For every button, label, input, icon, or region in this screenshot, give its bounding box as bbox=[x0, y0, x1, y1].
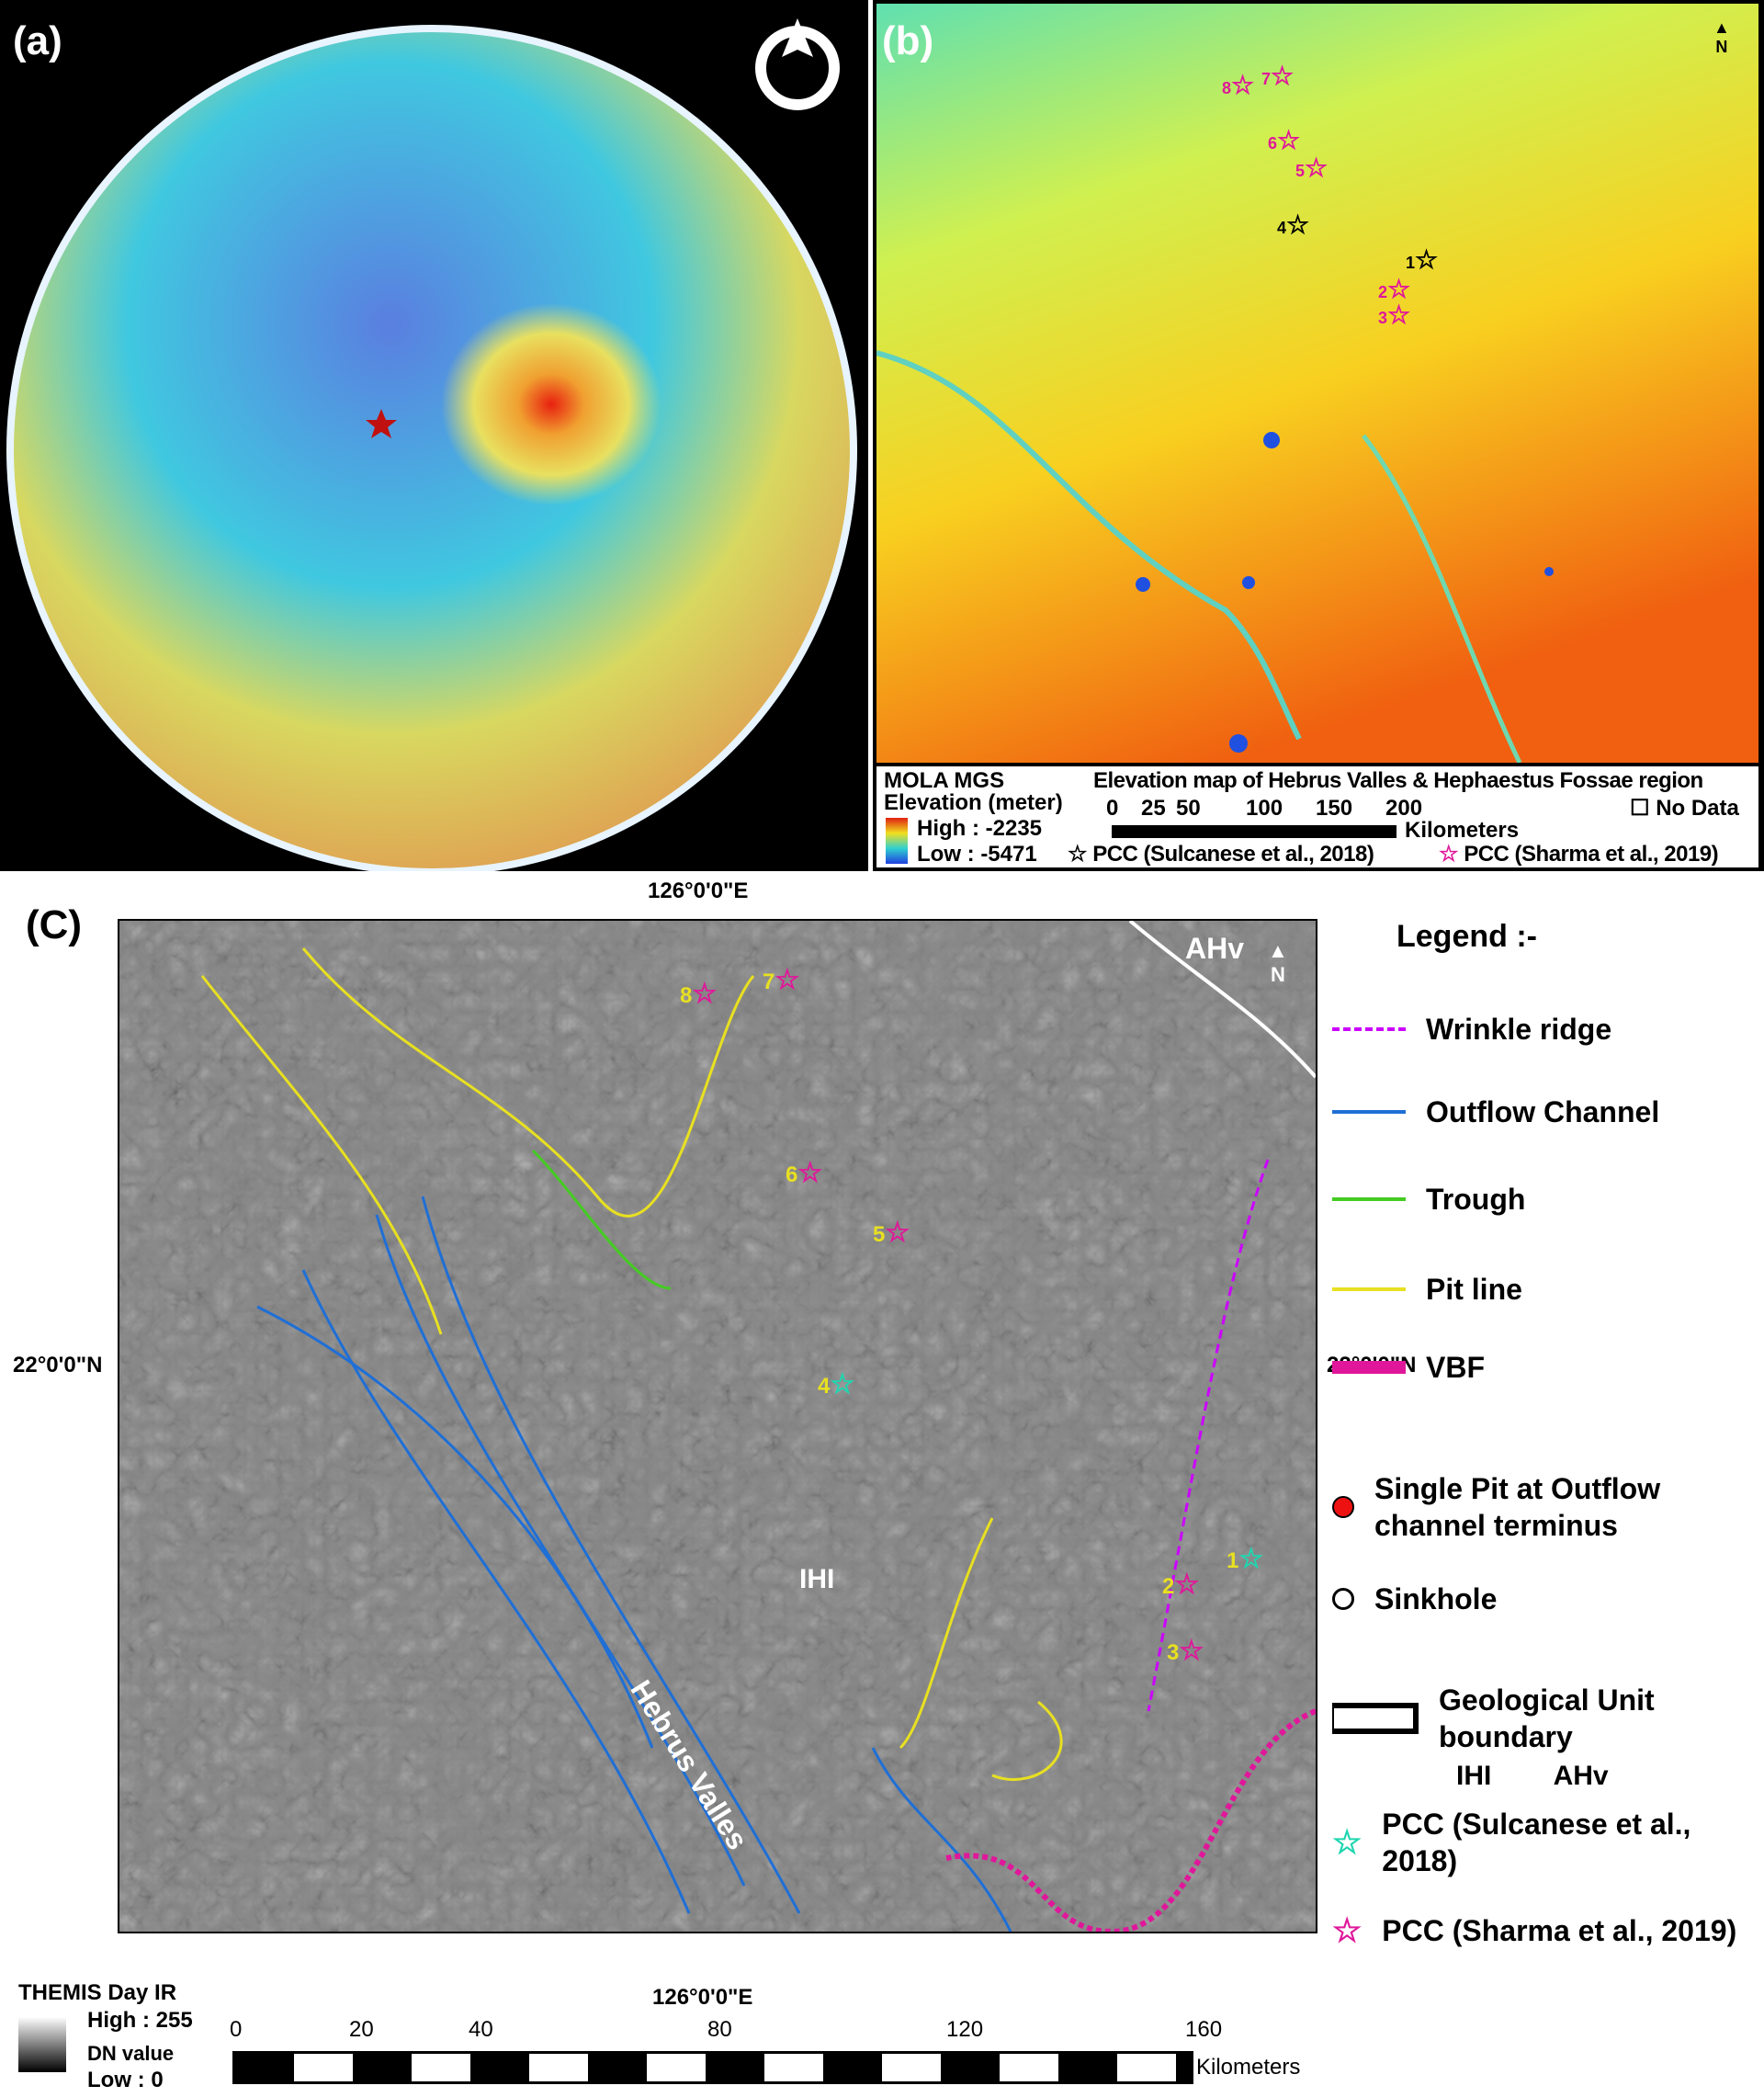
scale-tick: 25 bbox=[1141, 796, 1166, 821]
pcc-star: 5☆ bbox=[873, 1218, 910, 1248]
pcc-sulcanese-key: ☆ PCC (Sulcanese et al., 2018) bbox=[1068, 842, 1374, 867]
scale-tick: 0 bbox=[230, 2017, 243, 2042]
legend-symbol bbox=[1332, 1703, 1419, 1734]
pcc-star: 1☆ bbox=[1406, 245, 1439, 274]
legend-item: Pit line bbox=[1332, 1271, 1755, 1308]
elevation-map bbox=[876, 4, 1758, 763]
panel-a-label: (a) bbox=[13, 18, 62, 63]
scale-bar bbox=[1112, 825, 1396, 838]
pcc-star: 4☆ bbox=[1277, 210, 1310, 239]
unit-boundary-labels: IHI AHv bbox=[1456, 1761, 1609, 1791]
high-label: High : -2235 bbox=[917, 816, 1043, 841]
scale-tick: 20 bbox=[349, 2017, 374, 2042]
legend-symbol bbox=[1332, 1361, 1406, 1374]
panel-b-label: (b) bbox=[882, 18, 934, 63]
pcc-star: 4☆ bbox=[818, 1369, 855, 1400]
variable-label: Elevation (meter) bbox=[884, 790, 1063, 815]
low-label: Low : -5471 bbox=[917, 842, 1037, 867]
north-arrow-icon: ▲ N bbox=[1713, 18, 1730, 56]
pcc-star: 7☆ bbox=[763, 965, 800, 995]
colorbar-low: Low : 0 bbox=[87, 2068, 164, 2092]
pcc-sharma-key: ☆ PCC (Sharma et al., 2019) bbox=[1439, 842, 1719, 867]
scale-tick: 50 bbox=[1176, 796, 1201, 821]
lon-top: 126°0'0"E bbox=[648, 878, 749, 903]
pcc-star: 7☆ bbox=[1261, 62, 1295, 90]
legend-symbol bbox=[1332, 1287, 1406, 1291]
legend-item: Outflow Channel bbox=[1332, 1094, 1755, 1130]
scale-unit: Kilometers bbox=[1405, 818, 1520, 843]
pcc-star: 3☆ bbox=[1378, 300, 1411, 329]
pcc-star: 2☆ bbox=[1378, 275, 1411, 303]
dataset-label: MOLA MGS bbox=[884, 768, 1005, 793]
legend-item: Wrinkle ridge bbox=[1332, 1011, 1755, 1048]
north-arrow-icon: ▲ N bbox=[1268, 939, 1288, 986]
pcc-star: 8☆ bbox=[680, 979, 718, 1009]
legend-item: Single Pit at Outflow channel terminus bbox=[1332, 1470, 1755, 1544]
scale-tick: 160 bbox=[1185, 2017, 1223, 2042]
pcc-star: 2☆ bbox=[1162, 1570, 1200, 1600]
scale-tick: 40 bbox=[469, 2017, 493, 2042]
panel-b-elevation-map: (b) ▲ N 1☆ 2☆ 3☆ 4☆ 5☆ 6☆ 7☆ 8☆ MOLA MGS Elevati… bbox=[873, 0, 1764, 871]
elevation-colorbar bbox=[886, 818, 908, 864]
legend-symbol bbox=[1332, 1027, 1406, 1031]
scale-tick: 200 bbox=[1385, 796, 1423, 821]
legend-item: Sinkhole bbox=[1332, 1581, 1755, 1617]
scale-tick: 0 bbox=[1106, 796, 1119, 821]
scale-tick: 80 bbox=[707, 2017, 732, 2042]
lon-bottom: 126°0'0"E bbox=[652, 1985, 753, 2010]
north-arrow-icon bbox=[755, 18, 840, 110]
legend-item: Geological Unit boundary bbox=[1332, 1682, 1755, 1755]
pcc-star: 1☆ bbox=[1227, 1544, 1264, 1574]
colorbar-title: THEMIS Day IR bbox=[18, 1980, 177, 2005]
themis-colorbar bbox=[18, 2017, 66, 2072]
pcc-star: 3☆ bbox=[1167, 1636, 1204, 1666]
legend-item: Trough bbox=[1332, 1181, 1755, 1218]
scale-unit: Kilometers bbox=[1196, 2055, 1301, 2080]
pcc-star: 5☆ bbox=[1295, 153, 1329, 182]
panel-c-label: (C) bbox=[26, 902, 83, 947]
no-data-key: ☐ No Data bbox=[1630, 796, 1739, 821]
lat-left: 22°0'0"N bbox=[13, 1353, 103, 1377]
legend-symbol: ☆ bbox=[1332, 1911, 1363, 1949]
colorbar-mid: DN value bbox=[87, 2042, 175, 2065]
pcc-star: 8☆ bbox=[1222, 71, 1255, 99]
mars-globe bbox=[6, 18, 857, 876]
legend-title: Legend :- bbox=[1396, 919, 1537, 954]
site-star-icon bbox=[366, 409, 397, 438]
scale-tick: 100 bbox=[1246, 796, 1283, 821]
legend-symbol bbox=[1332, 1588, 1354, 1610]
themis-map: AHv IHI Hebrus Valles ▲ N 1☆ 2☆ 3☆ 4☆ 5☆ 6☆ 7☆ 8… bbox=[118, 919, 1317, 1935]
scale-tick: 150 bbox=[1316, 796, 1353, 821]
colorbar-high: High : 255 bbox=[87, 2008, 193, 2033]
legend-item: ☆ PCC (Sharma et al., 2019) bbox=[1332, 1911, 1737, 1949]
legend-symbol bbox=[1332, 1496, 1354, 1518]
legend-item: ☆ PCC (Sulcanese et al., 2018) bbox=[1332, 1808, 1691, 1877]
legend-symbol: ☆ bbox=[1332, 1823, 1363, 1861]
legend-item: VBF bbox=[1332, 1349, 1755, 1386]
scale-bar bbox=[232, 2051, 1193, 2084]
map-title: Elevation map of Hebrus Valles & Hephaes… bbox=[1093, 768, 1703, 793]
unit-ihi-label: IHI bbox=[799, 1564, 835, 1594]
legend-symbol bbox=[1332, 1197, 1406, 1201]
geomorph-map bbox=[119, 919, 1317, 1935]
panel-b-legend: MOLA MGS Elevation (meter) High : -2235 … bbox=[876, 766, 1758, 867]
pcc-star: 6☆ bbox=[1268, 126, 1301, 154]
pcc-star: 6☆ bbox=[786, 1158, 823, 1188]
panel-a-globe: (a) bbox=[0, 0, 868, 876]
scale-tick: 120 bbox=[946, 2017, 984, 2042]
unit-ahv-label: AHv bbox=[1185, 932, 1245, 965]
legend-symbol bbox=[1332, 1110, 1406, 1114]
